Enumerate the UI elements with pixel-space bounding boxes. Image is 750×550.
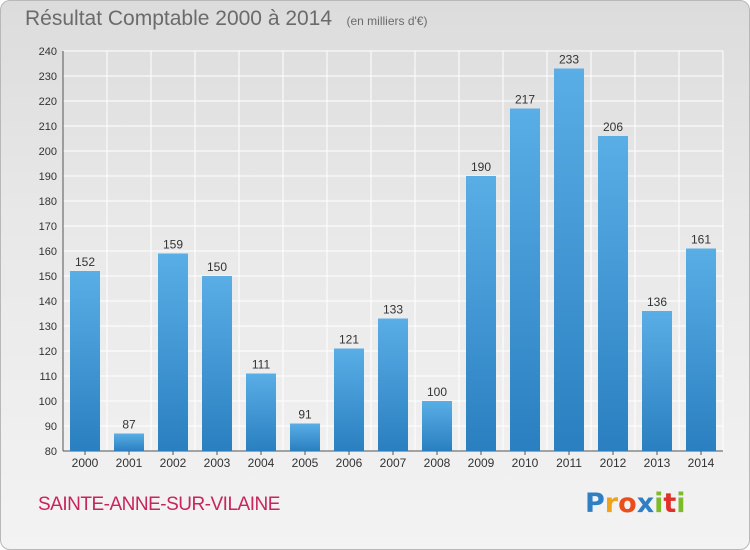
data-label: 152 (75, 255, 95, 269)
x-tick-label: 2003 (204, 456, 231, 470)
data-label: 91 (298, 408, 312, 422)
data-label: 100 (427, 385, 447, 399)
y-tick-label: 210 (39, 121, 57, 133)
y-tick-label: 90 (45, 421, 57, 433)
axes: 8090100110120130140150160170180190200210… (39, 46, 723, 470)
logo-letter: P (585, 488, 605, 519)
chart-title-main: Résultat Comptable 2000 à 2014 (25, 7, 333, 30)
x-tick-label: 2007 (380, 456, 407, 470)
data-label: 150 (207, 260, 227, 274)
logo-letter: t (663, 488, 677, 519)
chart-title: Résultat Comptable 2000 à 2014 (en milli… (25, 7, 427, 31)
bar-2014 (686, 248, 716, 451)
bar-2007 (378, 318, 408, 451)
bar-2000 (70, 271, 100, 451)
x-tick-label: 2002 (160, 456, 187, 470)
data-label: 159 (163, 238, 183, 252)
y-tick-label: 220 (39, 96, 57, 108)
x-tick-label: 2004 (248, 456, 275, 470)
x-tick-label: 2005 (292, 456, 319, 470)
data-label: 121 (339, 333, 359, 347)
data-label: 206 (603, 120, 623, 134)
y-tick-label: 150 (39, 271, 57, 283)
y-tick-label: 120 (39, 346, 57, 358)
data-label: 111 (252, 358, 271, 372)
y-tick-label: 230 (39, 71, 57, 83)
x-tick-label: 2001 (116, 456, 143, 470)
y-tick-label: 240 (39, 46, 57, 58)
bar-2008 (422, 401, 452, 451)
y-tick-label: 190 (39, 171, 57, 183)
y-tick-label: 80 (45, 446, 57, 458)
bar-2002 (158, 253, 188, 451)
x-tick-label: 2011 (556, 456, 582, 470)
y-tick-label: 200 (39, 146, 57, 158)
y-tick-label: 140 (39, 296, 57, 308)
proxiti-logo: Proxiti (585, 488, 686, 519)
x-tick-label: 2000 (72, 456, 99, 470)
chart-subtitle: (en milliers d'€) (346, 14, 428, 28)
y-tick-label: 130 (39, 321, 57, 333)
logo-letter: i (676, 488, 686, 519)
logo-letter: x (636, 488, 655, 519)
commune-name: SAINTE-ANNE-SUR-VILAINE (38, 494, 280, 515)
bar-2013 (642, 311, 672, 451)
bar-2004 (246, 373, 276, 451)
bar-2003 (202, 276, 232, 451)
logo-letter: o (618, 488, 637, 519)
y-tick-label: 110 (39, 371, 57, 383)
data-label: 136 (647, 295, 667, 309)
y-tick-label: 170 (39, 221, 57, 233)
bar-2009 (466, 176, 496, 451)
bar-2001 (114, 433, 144, 451)
x-tick-label: 2012 (600, 456, 627, 470)
bar-2006 (334, 348, 364, 451)
data-label: 161 (691, 233, 711, 247)
x-tick-label: 2006 (336, 456, 363, 470)
y-tick-label: 100 (39, 396, 57, 408)
y-tick-label: 160 (39, 246, 57, 258)
data-label: 190 (471, 160, 491, 174)
x-tick-label: 2014 (688, 456, 715, 470)
bar-2010 (510, 108, 540, 451)
logo-letter: r (604, 488, 619, 519)
y-tick-label: 180 (39, 196, 57, 208)
logo-letter: i (654, 488, 664, 519)
data-label: 87 (122, 418, 136, 432)
data-label: 233 (559, 53, 579, 67)
bar-2005 (290, 423, 320, 451)
x-tick-label: 2010 (512, 456, 539, 470)
data-label: 133 (383, 303, 403, 317)
x-tick-label: 2013 (644, 456, 671, 470)
data-labels: 152 87 159 150 111 91 121 133 100 190 217 233 206 136… (75, 53, 711, 432)
x-tick-label: 2009 (468, 456, 495, 470)
data-label: 217 (515, 93, 535, 107)
bars (70, 68, 716, 451)
x-tick-label: 2008 (424, 456, 451, 470)
bar-2012 (598, 136, 628, 451)
bar-2011 (554, 68, 584, 451)
